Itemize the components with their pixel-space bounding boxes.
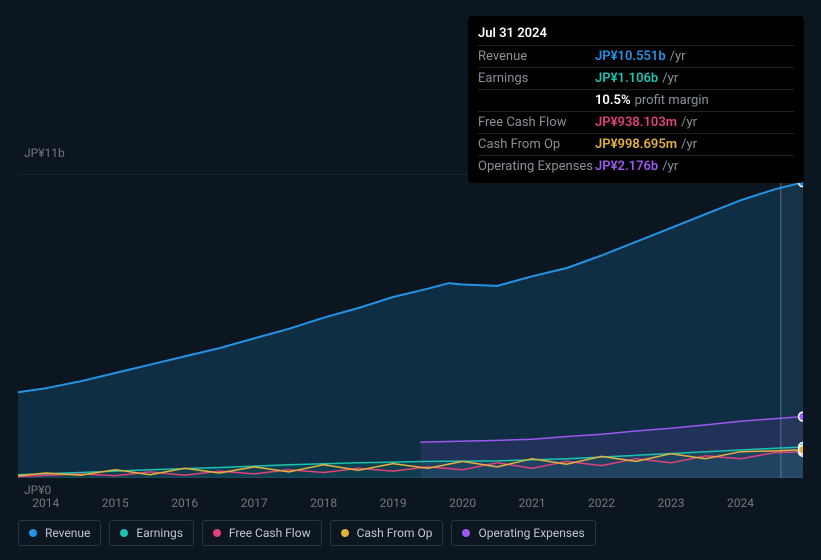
series-end-dot-operating_expenses [799,412,804,421]
legend-dot-icon [213,529,221,537]
tooltip-row-value: JP¥998.695m [595,137,677,152]
chart-legend: Revenue Earnings Free Cash Flow Cash From O… [18,520,596,546]
tooltip-row-suffix: /yr [670,49,686,64]
tooltip-row-value: 10.5% [595,93,631,108]
x-tick: 2016 [171,496,198,510]
tooltip-row-suffix: profit margin [635,93,709,108]
tooltip-row-label: Earnings [478,71,595,86]
tooltip-row-suffix: /yr [681,115,697,130]
financials-chart[interactable]: JP¥11b JP¥0 2014201520162017201820192020… [18,160,803,514]
legend-item-free_cash_flow[interactable]: Free Cash Flow [202,520,322,546]
tooltip-row-label: Operating Expenses [478,159,595,174]
legend-item-label: Free Cash Flow [229,526,311,540]
series-end-dot-cash_from_op [799,445,804,454]
tooltip-row-value: JP¥10.551b [595,49,666,64]
tooltip-row-suffix: /yr [681,137,697,152]
tooltip-row-label: Cash From Op [478,137,595,152]
tooltip-row-label: Revenue [478,49,595,64]
tooltip-row-suffix: /yr [662,159,678,174]
chart-plot[interactable] [18,174,803,478]
chart-tooltip: Jul 31 2024 RevenueJP¥10.551b/yrEarnings… [468,16,804,183]
tooltip-row: Cash From OpJP¥998.695m/yr [478,133,794,155]
x-tick: 2018 [310,496,337,510]
x-tick: 2015 [102,496,129,510]
x-tick: 2020 [449,496,476,510]
tooltip-date: Jul 31 2024 [478,22,794,45]
y-axis-max-label: JP¥11b [24,146,65,160]
legend-item-label: Operating Expenses [478,526,584,540]
legend-dot-icon [341,529,349,537]
x-tick: 2014 [32,496,59,510]
legend-item-label: Revenue [45,526,90,540]
legend-item-earnings[interactable]: Earnings [109,520,194,546]
legend-item-label: Cash From Op [357,526,433,540]
x-tick: 2021 [519,496,546,510]
tooltip-row: Operating ExpensesJP¥2.176b/yr [478,155,794,177]
x-tick: 2022 [588,496,615,510]
tooltip-row-value: JP¥938.103m [595,115,677,130]
tooltip-row-suffix: /yr [662,71,678,86]
x-tick: 2024 [727,496,754,510]
legend-item-operating_expenses[interactable]: Operating Expenses [451,520,595,546]
x-tick: 2017 [241,496,268,510]
legend-dot-icon [120,529,128,537]
y-axis-min-label: JP¥0 [24,483,51,497]
x-axis: 2014 2015 2016 2017 2018 2019 2020 2021 2022 2023… [18,496,803,514]
legend-dot-icon [29,529,37,537]
tooltip-row-label: Free Cash Flow [478,115,595,130]
tooltip-row-label [478,93,595,108]
x-tick: 2019 [380,496,407,510]
legend-item-label: Earnings [136,526,183,540]
tooltip-row-value: JP¥2.176b [595,159,658,174]
tooltip-row: EarningsJP¥1.106b/yr [478,67,794,89]
tooltip-row: Free Cash FlowJP¥938.103m/yr [478,111,794,133]
tooltip-row: 10.5% profit margin [478,89,794,111]
legend-item-revenue[interactable]: Revenue [18,520,101,546]
tooltip-row: RevenueJP¥10.551b/yr [478,45,794,67]
x-tick: 2023 [658,496,685,510]
legend-dot-icon [462,529,470,537]
legend-item-cash_from_op[interactable]: Cash From Op [330,520,444,546]
tooltip-row-value: JP¥1.106b [595,71,658,86]
